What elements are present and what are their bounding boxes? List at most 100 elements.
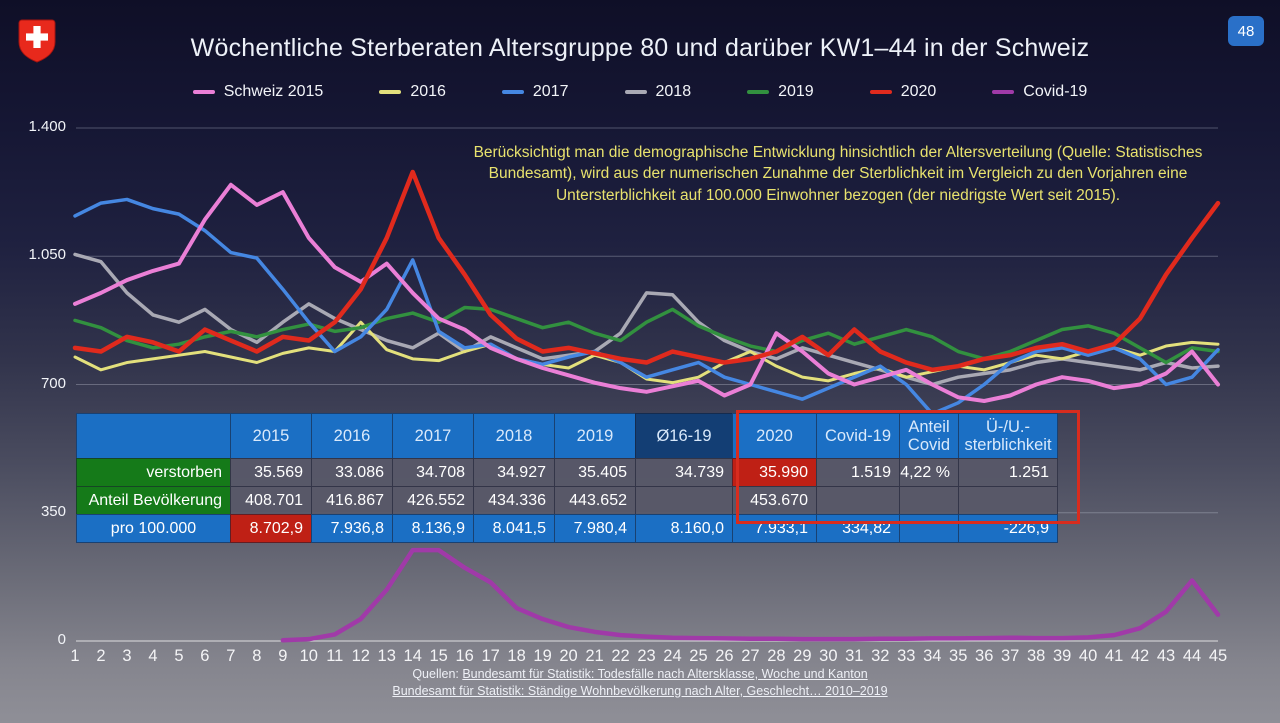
- week-tick-label: 33: [897, 647, 916, 665]
- source-link-1[interactable]: Bundesamt für Statistik: Todesfälle nach…: [462, 667, 868, 681]
- week-tick-label: 23: [637, 647, 656, 665]
- legend-swatch-icon: [379, 90, 402, 94]
- series-2020: [72, 169, 1221, 373]
- table-cell: [899, 514, 959, 543]
- y-tick-label: 700: [40, 374, 66, 392]
- table-header-cell: 2019: [554, 413, 636, 459]
- week-tick-label: 2: [96, 647, 106, 665]
- week-tick-label: 7: [226, 647, 236, 665]
- table-cell: 8.041,5: [473, 514, 555, 543]
- week-tick-label: 25: [689, 647, 708, 665]
- legend-swatch-icon: [624, 90, 647, 94]
- table-cell: 334,82: [816, 514, 900, 543]
- series-Covid-19: [280, 547, 1221, 643]
- week-tick-label: 21: [585, 647, 604, 665]
- chart-legend: Schweiz 2015 2016 2017 2018 2019 2020 Covid-19: [0, 83, 1280, 101]
- source-line-2: Bundesamt für Statistik: Ständige Wohnbe…: [0, 683, 1280, 700]
- table-cell: 416.867: [311, 486, 393, 515]
- week-tick-label: 37: [1000, 647, 1020, 665]
- table-cell: 34.927: [473, 458, 555, 487]
- legend-label: 2019: [778, 83, 814, 100]
- week-tick-label: 32: [871, 647, 890, 665]
- table-cell: 4,22 %: [899, 458, 959, 487]
- series-2015: [73, 182, 1220, 403]
- series-2018: [73, 252, 1220, 387]
- table-cell: 453.670: [732, 486, 817, 515]
- week-tick-label: 44: [1182, 647, 1202, 665]
- week-tick-label: 14: [403, 647, 422, 665]
- week-tick-label: 1: [70, 647, 80, 665]
- slide-number-badge: 48: [1228, 16, 1264, 46]
- week-tick-label: 10: [299, 647, 318, 665]
- table-header-cell: 2016: [311, 413, 393, 459]
- series-2016: [73, 320, 1220, 385]
- week-tick-label: 41: [1104, 647, 1124, 665]
- week-tick-label: 43: [1156, 647, 1176, 665]
- legend-swatch-icon: [192, 90, 215, 94]
- legend-label: Covid-19: [1023, 83, 1088, 100]
- series-2017: [73, 197, 1220, 416]
- legend-label: 2018: [655, 83, 692, 100]
- legend-item-Covid-19: Covid-19: [992, 83, 1087, 101]
- week-tick-label: 45: [1208, 647, 1228, 665]
- table-cell: -226,9: [958, 514, 1058, 543]
- table-header-cell: 2015: [230, 413, 312, 459]
- table-cell: 8.136,9: [392, 514, 474, 543]
- table-cell: 408.701: [230, 486, 312, 515]
- table-cell: [899, 486, 959, 515]
- y-tick-label: 350: [40, 502, 66, 520]
- table-cell: 35.569: [230, 458, 312, 487]
- table-cell: [816, 486, 900, 515]
- week-tick-label: 31: [845, 647, 864, 665]
- legend-item-2018: 2018: [624, 83, 692, 101]
- week-tick-label: 22: [611, 647, 630, 665]
- week-tick-label: 36: [975, 647, 994, 665]
- table-cell: 8.702,9: [230, 514, 312, 543]
- week-tick-label: 16: [455, 647, 474, 665]
- table-header-cell: [76, 413, 231, 459]
- y-tick-label: 1.050: [28, 246, 66, 264]
- week-tick-label: 39: [1052, 647, 1072, 665]
- y-tick-label: 1.400: [28, 118, 66, 135]
- week-tick-label: 13: [377, 647, 396, 665]
- table-cell: 7.936,8: [311, 514, 393, 543]
- legend-item-2015: Schweiz 2015: [192, 83, 324, 101]
- week-tick-label: 8: [252, 647, 262, 665]
- legend-label: 2020: [900, 83, 937, 100]
- table-header-cell: 2018: [473, 413, 555, 459]
- legend-label: Schweiz 2015: [223, 83, 324, 100]
- table-row-label: Anteil Bevölkerung: [76, 486, 231, 515]
- legend-item-2017: 2017: [501, 83, 569, 101]
- data-table: 2015 2016 2017 2018 2019 Ø16-19 2020 Covid-19 An…: [76, 413, 1058, 543]
- source-line-1: Quellen: Bundesamt für Statistik: Todesf…: [0, 666, 1280, 683]
- table-cell: 34.708: [392, 458, 474, 487]
- legend-swatch-icon: [869, 90, 892, 94]
- page-title: Wöchentliche Sterberaten Altersgruppe 80…: [190, 34, 1090, 62]
- legend-swatch-icon: [501, 90, 524, 94]
- table-header-cell: Ø16-19: [635, 413, 733, 459]
- table-cell: 7.980,4: [554, 514, 636, 543]
- table-cell: 426.552: [392, 486, 474, 515]
- table-row: verstorben 35.569 33.086 34.708 34.927 35.405…: [76, 458, 1058, 487]
- week-tick-label: 9: [278, 647, 288, 665]
- week-tick-label: 38: [1026, 647, 1046, 665]
- table-cell: [958, 486, 1058, 515]
- source-link-2[interactable]: Bundesamt für Statistik: Ständige Wohnbe…: [392, 683, 888, 698]
- week-tick-label: 4: [148, 647, 158, 665]
- table-row: pro 100.000 8.702,9 7.936,8 8.136,9 8.041,5 7…: [76, 514, 1058, 543]
- sources-prefix: Quellen:: [412, 667, 463, 681]
- legend-item-2016: 2016: [379, 83, 446, 101]
- table-cell: 34.739: [635, 458, 733, 487]
- legend-item-2019: 2019: [747, 83, 814, 101]
- week-tick-label: 42: [1130, 647, 1150, 665]
- table-cell: 7.933,1: [732, 514, 817, 543]
- week-tick-label: 19: [533, 647, 552, 665]
- week-tick-label: 40: [1078, 647, 1098, 665]
- table-cell: 33.086: [311, 458, 393, 487]
- table-header-cell: 2020: [732, 413, 817, 459]
- table-row-label: verstorben: [76, 458, 231, 487]
- legend-label: 2016: [410, 83, 446, 100]
- week-tick-label: 15: [429, 647, 448, 665]
